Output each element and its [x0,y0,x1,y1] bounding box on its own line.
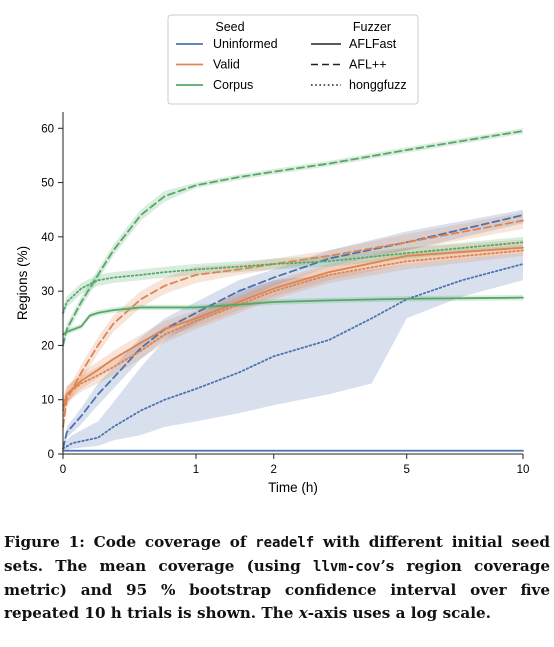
ci-band-uninformed-honggfuzz [63,253,523,452]
axes: 0 10 20 30 40 50 60 0 1 2 5 10 Time (h) Regions (%… [15,112,529,495]
caption-part2: with different initial seed sets. The me… [4,533,550,575]
caption-part3: ’s region coverage metric) and 95 % boot… [4,557,550,622]
y-tick-label-40: 40 [41,232,54,244]
ci-band-valid-afl [63,212,523,435]
legend-fuzzer-title: Fuzzer [353,20,391,34]
legend-label-corpus: Corpus [213,78,253,92]
y-tick-label-0: 0 [48,449,54,461]
caption-x-variable: x [298,604,308,622]
ci-band-corpus-aflfast [63,294,523,338]
legend-label-honggfuzz: honggfuzz [349,78,407,92]
series-line-valid-aflfast [62,246,524,412]
legend-frame [167,14,419,105]
legend-label-valid: Valid [213,58,240,72]
x-axis-label: Time (h) [268,480,318,495]
caption-code-readelf: readelf [255,535,315,551]
series-line-corpus-afl [62,130,524,347]
y-tick-label-10: 10 [41,395,54,407]
coverage-chart: Seed Fuzzer Uninformed Valid Corpus AFLFas… [15,14,529,495]
x-tick-label-2: 2 [271,464,277,476]
legend: Seed Fuzzer Uninformed Valid Corpus AFLFas… [167,14,419,105]
legend-label-afl: AFL++ [349,58,387,72]
legend-label-uninformed: Uninformed [213,37,278,51]
x-tick-label-1: 1 [193,464,199,476]
y-tick-label-30: 30 [41,286,54,298]
caption-code-llvm-cov: llvm-cov [313,559,381,575]
y-tick-label-60: 60 [41,123,54,135]
ci-band-uninformed-afl [63,209,523,452]
y-tick-label-20: 20 [41,340,54,352]
figure-caption: Figure 1: Code coverage of readelf with … [4,531,550,625]
ci-band-valid-aflfast [63,239,523,422]
x-tick-label-5: 5 [404,464,410,476]
caption-part4: -axis uses a log scale. [307,604,491,622]
ci-band-corpus-honggfuzz [63,236,523,319]
ci-band-valid-honggfuzz [63,245,523,414]
series-line-corpus-aflfast [62,296,524,336]
series-line-valid-afl [62,219,524,428]
series-line-corpus-honggfuzz [62,241,524,314]
x-tick-label-0: 0 [60,464,66,476]
legend-seed-title: Seed [215,20,244,34]
y-axis-label: Regions (%) [15,246,30,320]
series-line-valid-honggfuzz [62,249,524,407]
x-tick-label-10: 10 [517,464,530,476]
y-tick-label-50: 50 [41,178,54,190]
caption-lead: Figure 1: Code coverage of [4,533,256,551]
series-line-uninformed-honggfuzz [62,263,524,450]
legend-label-aflfast: AFLFast [349,37,397,51]
